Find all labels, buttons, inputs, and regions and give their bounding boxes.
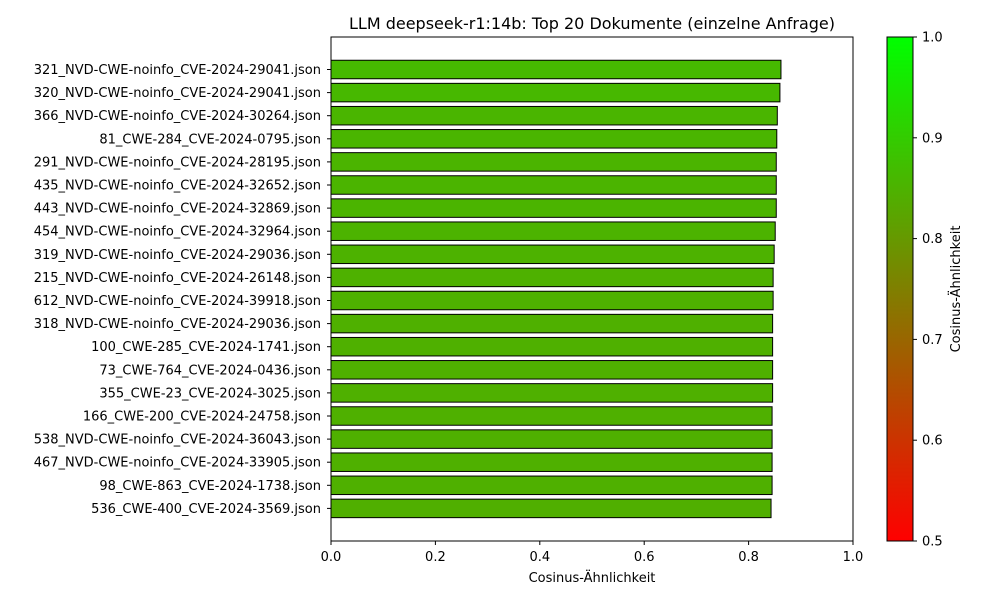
y-tick-label: 536_CWE-400_CVE-2024-3569.json [91,502,321,517]
colorbar-tick-label: 0.6 [922,434,943,449]
y-tick-label: 100_CWE-285_CVE-2024-1741.json [91,340,321,355]
x-tick-label: 1.0 [843,550,864,565]
bar [330,406,773,426]
y-tick-label: 291_NVD-CWE-noinfo_CVE-2024-28195.json [34,155,321,170]
x-axis-label: Cosinus-Ähnlichkeit [529,570,656,586]
bar [330,290,774,311]
colorbar-ticks: 0.5 0.6 0.7 0.8 0.9 1.0 [913,31,943,550]
y-tick-label: 215_NVD-CWE-noinfo_CVE-2024-26148.json [34,271,321,286]
y-tick-label: 467_NVD-CWE-noinfo_CVE-2024-33905.json [34,456,321,471]
y-tick-label: 435_NVD-CWE-noinfo_CVE-2024-32652.json [34,179,321,194]
bar [330,498,772,519]
colorbar-tick-label: 0.7 [922,333,943,348]
bar [330,336,774,357]
colorbar [886,36,914,542]
bar [330,175,777,195]
chart-title: LLM deepseek-r1:14b: Top 20 Dokumente (e… [349,14,835,33]
bar [330,152,777,172]
x-tick-label: 0.8 [738,550,759,565]
y-tick-label: 454_NVD-CWE-noinfo_CVE-2024-32964.json [34,225,321,240]
y-tick-label: 612_NVD-CWE-noinfo_CVE-2024-39918.json [34,294,321,309]
y-tick-label: 73_CWE-764_CVE-2024-0436.json [99,363,321,378]
bar [330,267,774,288]
plot-frame [330,36,854,542]
y-tick-label: 318_NVD-CWE-noinfo_CVE-2024-29036.json [34,317,321,332]
bar [330,313,774,334]
x-tick-label: 0.6 [634,550,655,565]
y-tick-label: 166_CWE-200_CVE-2024-24758.json [83,410,321,425]
bar [330,452,773,472]
y-tick-label: 321_NVD-CWE-noinfo_CVE-2024-29041.json [34,63,321,78]
bar [330,429,773,449]
bar [330,105,778,126]
colorbar-tick-label: 0.9 [922,131,943,146]
y-tick-label: 443_NVD-CWE-noinfo_CVE-2024-32869.json [34,202,321,217]
bar [330,244,775,265]
colorbar-tick-label: 1.0 [922,31,943,46]
colorbar-tick-label: 0.5 [922,535,943,550]
bar [330,59,782,80]
bar [330,221,776,241]
colorbar-label: Cosinus-Ähnlichkeit [948,226,964,353]
bar [330,129,778,149]
colorbar-tick-label: 0.8 [922,232,943,247]
bars-group [330,59,782,519]
bar [330,383,774,403]
x-tick-label: 0.0 [321,550,342,565]
x-axis-ticks: 0.0 0.2 0.4 0.6 0.8 1.0 [321,541,864,565]
y-tick-label: 98_CWE-863_CVE-2024-1738.json [99,479,321,494]
y-tick-label: 320_NVD-CWE-noinfo_CVE-2024-29041.json [34,86,321,101]
x-tick-label: 0.4 [529,550,550,565]
bar [330,475,773,496]
bar [330,82,781,103]
y-tick-label: 355_CWE-23_CVE-2024-3025.json [99,386,321,401]
x-tick-label: 0.2 [425,550,446,565]
bar [330,360,774,380]
y-tick-labels: 321_NVD-CWE-noinfo_CVE-2024-29041.json 32… [34,63,331,517]
y-tick-label: 538_NVD-CWE-noinfo_CVE-2024-36043.json [34,433,321,448]
y-tick-label: 81_CWE-284_CVE-2024-0795.json [99,132,321,147]
y-tick-label: 319_NVD-CWE-noinfo_CVE-2024-29036.json [34,248,321,263]
y-tick-label: 366_NVD-CWE-noinfo_CVE-2024-30264.json [34,109,321,124]
bar [330,198,777,218]
